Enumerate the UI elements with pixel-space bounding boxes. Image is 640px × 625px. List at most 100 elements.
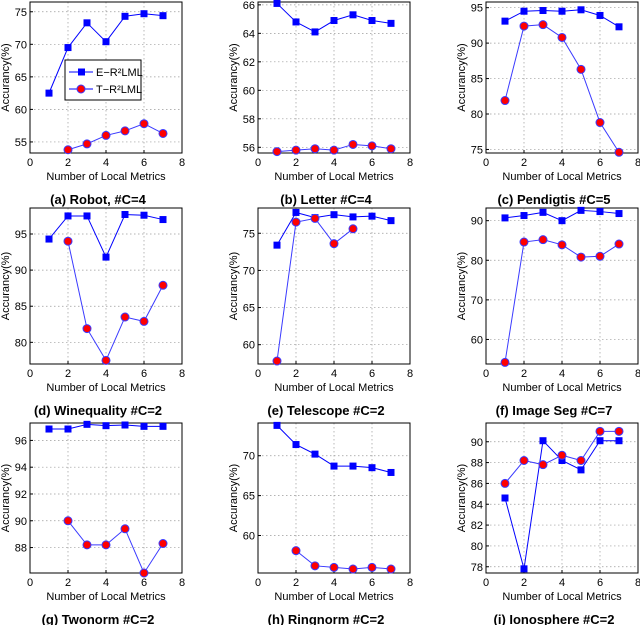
x-tick-label: 2 [293,157,299,169]
data-point-square [292,208,300,216]
y-tick-label: 84 [471,499,483,511]
x-tick-label: 4 [103,368,109,380]
data-point-circle [595,426,605,436]
legend-label: T−R²LML [96,84,142,96]
data-point-circle [614,147,624,157]
y-tick-label: 62 [243,57,255,69]
y-tick-label: 90 [471,216,483,228]
chart-panel: 0 2 4 6 8 80 85 90 95 Number of Local Metrics Accu… [0,207,185,418]
data-point-square [577,6,585,14]
data-point-circle [576,456,586,465]
series-line [67,520,164,575]
x-tick-label: 8 [407,368,413,380]
x-axis-label: Number of Local Metrics [46,382,166,394]
y-tick-label: 78 [471,562,483,574]
x-tick-label: 2 [65,157,71,169]
data-point-circle [291,145,301,155]
x-axis-label: Number of Local Metrics [502,382,622,394]
x-axis-label: Number of Local Metrics [274,591,394,603]
data-point-circle [120,524,130,534]
y-axis-label: Accurancy(%) [228,252,240,320]
y-tick-label: 66 [243,0,255,12]
data-point-square [520,7,528,15]
series-line [67,241,164,362]
data-point-square [121,211,129,218]
data-point-circle [63,236,73,246]
data-point-square [558,457,566,464]
data-point-square [387,19,395,27]
x-tick-label: 2 [293,368,299,380]
data-point-square [349,462,357,470]
data-point-square [102,422,110,430]
y-axis-label: Accurancy(%) [0,252,12,320]
data-point-square [140,211,148,219]
plot-frame [29,422,183,574]
data-point-square [387,468,395,476]
y-axis-label: Accurancy(%) [456,464,468,532]
chart-panel: 0 2 4 6 8 56 58 60 62 64 66 Number of Local Metrics… [228,0,413,207]
data-point-square [520,212,528,220]
y-tick-label: 85 [15,301,27,313]
y-tick-label: 60 [243,340,255,352]
data-point-square [558,7,566,15]
x-axis-label: Number of Local Metrics [46,171,166,183]
data-point-circle [367,562,377,572]
data-point-square [159,422,167,430]
y-tick-label: 86 [471,478,483,490]
data-point-square [596,208,604,216]
y-tick-label: 95 [471,3,483,15]
y-tick-label: 88 [471,458,483,470]
data-point-square [83,212,91,220]
x-tick-label: 8 [407,157,413,169]
data-point-circle [348,224,358,234]
y-tick-label: 60 [15,104,27,116]
chart-caption: (c) Pendigtis #C=5 [497,192,610,207]
y-tick-label: 85 [471,74,483,86]
plot-frame [485,1,639,154]
plot-frame [257,422,411,574]
y-tick-label: 80 [471,255,483,267]
y-tick-label: 56 [243,142,255,154]
data-point-circle [329,239,339,249]
y-tick-label: 90 [15,265,27,277]
legend-square-marker [78,68,85,76]
y-tick-label: 65 [243,303,255,315]
x-tick-label: 0 [483,157,489,169]
data-point-circle [519,21,529,31]
x-tick-label: 2 [65,368,71,380]
data-point-circle [576,64,586,74]
chart-panel: 0 2 4 6 8 60 70 80 90 Number of Local Metrics Accu… [456,206,640,418]
chart-caption: (i) Ionosphere #C=2 [494,612,615,625]
data-point-circle [500,96,510,106]
data-point-circle [614,239,624,249]
y-tick-label: 82 [471,520,483,532]
y-tick-label: 80 [471,541,483,553]
y-tick-label: 60 [243,85,255,97]
data-point-circle [386,564,396,574]
data-point-circle [310,144,320,154]
x-tick-label: 8 [635,157,640,169]
x-tick-label: 2 [293,577,299,589]
plot-frame [485,422,639,574]
x-tick-label: 6 [369,368,375,380]
y-tick-label: 80 [15,337,27,349]
data-point-circle [291,546,301,556]
data-point-circle [538,460,548,470]
data-point-circle [500,357,510,367]
data-point-square [520,565,528,573]
data-point-square [501,494,509,502]
data-point-square [64,44,72,52]
data-point-circle [63,516,73,526]
x-tick-label: 0 [27,577,33,589]
data-point-square [615,210,623,218]
x-tick-label: 6 [597,157,603,169]
x-tick-label: 2 [521,368,527,380]
y-tick-label: 70 [243,451,255,463]
x-tick-label: 6 [369,157,375,169]
x-tick-label: 2 [65,577,71,589]
chart-caption: (g) Twonorm #C=2 [42,612,155,625]
series-line [67,123,164,151]
data-point-square [558,217,566,225]
y-axis-label: Accurancy(%) [228,43,240,111]
